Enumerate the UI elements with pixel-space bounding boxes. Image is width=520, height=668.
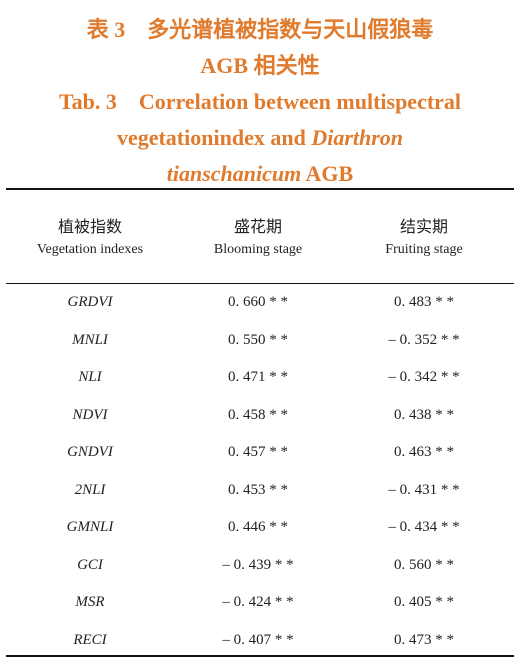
index-name: GMNLI [66,519,114,535]
title-en-segment: vegetationindex and [116,125,312,150]
correlation-value: 0. 457 * * [228,444,288,460]
correlation-value: – 0. 434 * * [388,519,460,535]
correlation-value: 0. 463 * * [394,444,454,460]
correlation-value: 0. 405 * * [394,594,454,610]
correlation-value: – 0. 431 * * [388,481,460,498]
title-en-segment: Tab. 3 Correlation between multispectral [58,89,462,114]
title-en-segment: tianschanicum [166,161,302,186]
correlation-value: – 0. 342 * * [388,369,460,385]
header-en: Fruiting stage [385,242,463,257]
correlation-value: – 0. 407 * * [222,631,294,648]
correlation-value: – 0. 352 * * [388,331,460,348]
correlation-value: – 0. 424 * * [222,594,294,610]
correlation-value: 0. 471 * * [228,369,288,385]
correlation-value: 0. 660 * * [228,294,288,310]
title-en-segment: Diarthron [311,125,404,150]
correlation-value: 0. 453 * * [228,481,288,498]
index-name: GRDVI [67,294,113,310]
title-en-segment: AGB [301,161,354,186]
correlation-value: 0. 560 * * [394,556,454,573]
title-cn: 表 3 多光谱植被指数与天山假狼毒 [86,17,434,42]
index-name: NLI [78,369,102,385]
index-name: RECI [73,631,107,648]
title-en-line: vegetationindex and Diarthron [0,123,520,153]
header-cn: 盛花期 [233,219,282,236]
index-name: NDVI [72,406,108,423]
bottom-rule [6,655,514,657]
correlation-value: 0. 473 * * [394,631,454,648]
correlation-value: 0. 550 * * [228,331,288,348]
title-en-line: tianschanicum AGB [0,159,520,189]
header-en: Blooming stage [213,242,303,257]
correlation-value: 0. 483 * * [394,294,454,310]
header-cn: 植被指数 [57,219,122,236]
header-en: Vegetation indexes [36,242,144,257]
index-name: GCI [77,556,103,573]
correlation-value: – 0. 439 * * [222,556,294,573]
correlation-value: 0. 438 * * [394,406,454,423]
correlation-value: 0. 446 * * [228,519,288,535]
correlation-value: 0. 458 * * [228,406,288,423]
top-rule [6,188,514,190]
title-cn: AGB 相关性 [200,53,320,78]
header-rule [6,283,514,284]
header-cn: 结实期 [399,219,448,236]
index-name: GNDVI [67,444,113,460]
title-en-line: Tab. 3 Correlation between multispectral [0,87,520,117]
index-name: 2NLI [74,481,106,498]
index-name: MNLI [72,331,108,348]
index-name: MSR [75,594,105,610]
